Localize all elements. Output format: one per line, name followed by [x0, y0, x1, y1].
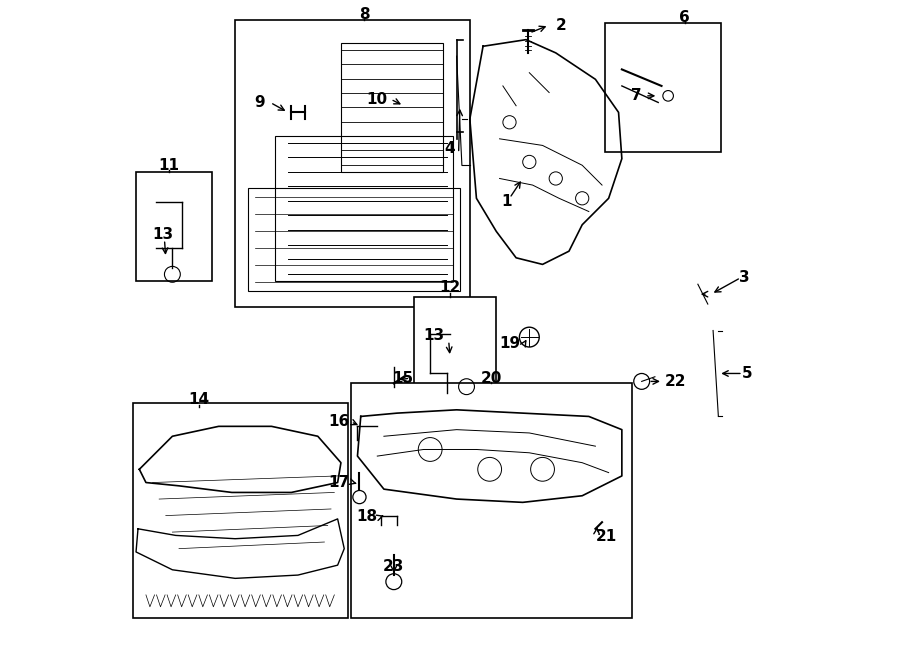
Text: 4: 4 [445, 141, 455, 156]
Bar [351, 383, 632, 618]
Text: 23: 23 [383, 559, 404, 574]
Text: 8: 8 [359, 7, 369, 22]
Text: 21: 21 [596, 529, 617, 544]
Text: 6: 6 [680, 11, 690, 25]
Bar [414, 297, 496, 413]
Bar [132, 403, 347, 618]
Text: 22: 22 [665, 374, 687, 389]
Text: 17: 17 [328, 475, 349, 490]
Text: 13: 13 [424, 329, 445, 343]
Text: 11: 11 [158, 158, 180, 173]
Text: 18: 18 [356, 510, 377, 524]
Text: 14: 14 [188, 393, 210, 407]
Text: 1: 1 [501, 194, 511, 209]
Text: 16: 16 [328, 414, 349, 429]
Bar [235, 20, 470, 307]
Bar [606, 23, 721, 152]
Text: 12: 12 [439, 280, 461, 295]
Bar [248, 188, 460, 291]
Text: 9: 9 [255, 95, 265, 110]
Text: 19: 19 [500, 336, 521, 351]
Text: 7: 7 [631, 89, 642, 103]
Text: 20: 20 [481, 371, 501, 385]
Bar [341, 43, 444, 172]
Text: 3: 3 [739, 270, 750, 285]
Bar [136, 172, 212, 281]
Text: 10: 10 [366, 92, 387, 106]
Text: 2: 2 [556, 18, 566, 32]
Text: 5: 5 [742, 366, 752, 381]
Bar [274, 136, 454, 281]
Text: 15: 15 [392, 371, 414, 385]
Text: 13: 13 [153, 227, 174, 242]
